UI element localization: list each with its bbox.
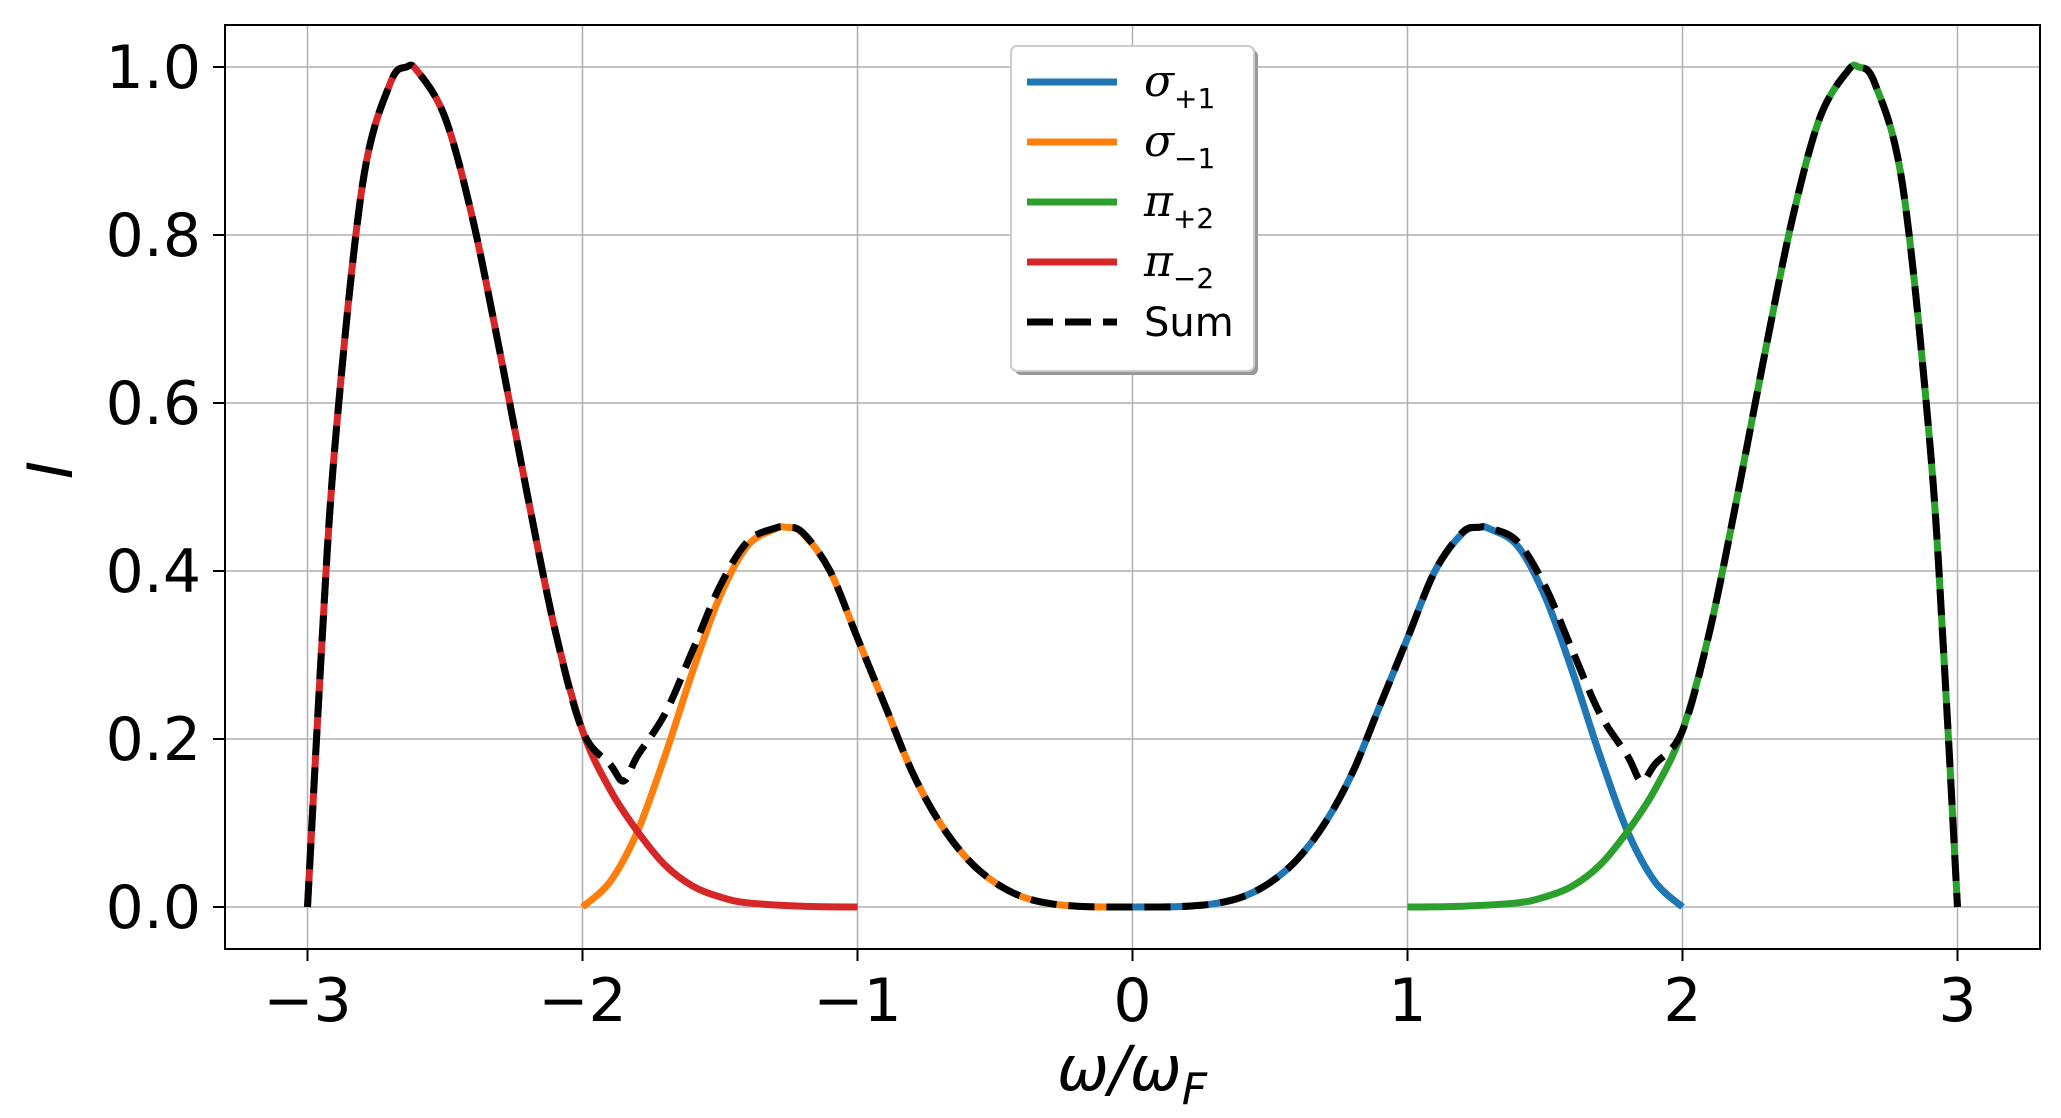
- legend-label-4: Sum: [1144, 300, 1234, 346]
- x-tick-label-4: 1: [1388, 966, 1426, 1036]
- grid-lines: [225, 25, 2040, 949]
- series-layer: [304, 61, 1961, 911]
- legend-label-base-3: π: [1143, 236, 1174, 287]
- legend-label-base-1: σ: [1144, 116, 1176, 167]
- series-line-4: [304, 61, 1961, 911]
- y-tick-label-1: 0.2: [106, 705, 201, 775]
- y-tick-label-5: 1.0: [106, 33, 201, 103]
- y-axis: 0.0 0.2 0.4 0.6 0.8 1.0: [106, 33, 225, 943]
- x-tick-label-1: −2: [538, 966, 626, 1036]
- y-tick-label-0: 0.0: [106, 873, 201, 943]
- x-tick-label-6: 3: [1938, 966, 1976, 1036]
- legend-label-sub-1: −1: [1174, 142, 1215, 175]
- x-tick-label-5: 2: [1663, 966, 1701, 1036]
- legend-label-0: σ+1: [1144, 56, 1215, 115]
- x-axis-label-main: ω/ω: [1057, 1032, 1182, 1105]
- y-axis-label: I: [14, 461, 87, 479]
- legend-label-sub-3: −2: [1173, 262, 1214, 295]
- y-tick-label-3: 0.6: [106, 369, 201, 439]
- x-tick-label-2: −1: [813, 966, 901, 1036]
- y-tick-label-2: 0.4: [106, 537, 201, 607]
- legend-label-base-4: Sum: [1144, 300, 1234, 346]
- legend-label-base-0: σ: [1144, 56, 1176, 107]
- x-axis: −3 −2 −1 0 1 2 3: [263, 949, 1977, 1036]
- x-tick-label-3: 0: [1113, 966, 1151, 1036]
- x-axis-label-sub: F: [1182, 1064, 1208, 1115]
- y-tick-label-4: 0.8: [106, 201, 201, 271]
- x-axis-label: ω/ωF: [1057, 1032, 1208, 1115]
- legend-label-sub-0: +1: [1174, 82, 1215, 115]
- legend-label-1: σ−1: [1144, 116, 1215, 175]
- legend-label-2: π+2: [1143, 176, 1214, 235]
- legend-label-3: π−2: [1143, 236, 1214, 295]
- legend-label-sub-2: +2: [1173, 202, 1214, 235]
- legend-box: [1010, 45, 1255, 372]
- x-tick-label-0: −3: [263, 966, 351, 1036]
- legend-label-base-2: π: [1143, 176, 1174, 227]
